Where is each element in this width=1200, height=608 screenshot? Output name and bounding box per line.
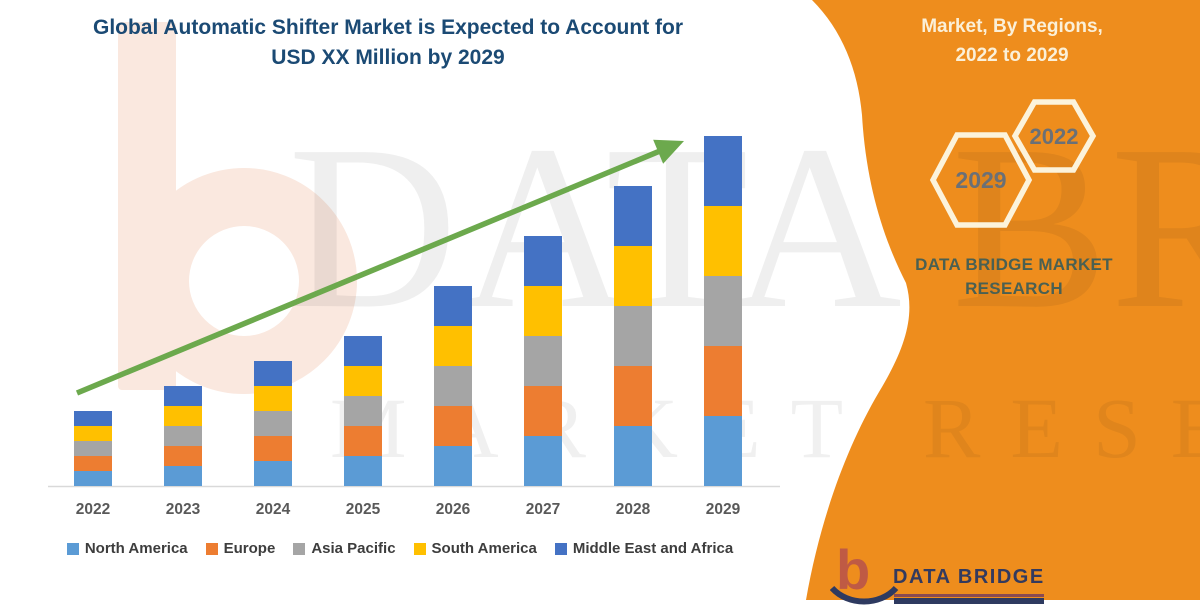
bar-segment-asia-pacific-2025 (344, 396, 382, 426)
bar-segment-europe-2022 (74, 456, 112, 471)
x-axis-label-2024: 2024 (256, 501, 291, 518)
legend-item-europe: Europe (205, 540, 276, 557)
x-axis-label-2028: 2028 (616, 501, 651, 518)
legend-swatch-icon (554, 542, 567, 555)
bar-segment-middle-east-and-africa-2028 (614, 186, 652, 246)
bar-segment-south-america-2028 (614, 246, 652, 306)
legend-item-south-america: South America (413, 540, 537, 557)
trend-arrow-shaft (75, 146, 665, 396)
footer-logo-band (894, 598, 1044, 604)
chart-legend: North America Europe Asia Pacific South Ame… (5, 540, 795, 557)
hexagon-badges: 2029 2022 (929, 99, 1097, 228)
bar-segment-asia-pacific-2026 (434, 366, 472, 406)
bar-segment-north-america-2027 (524, 436, 562, 486)
bar-segment-asia-pacific-2024 (254, 411, 292, 436)
chart-title-line2: USD XX Million by 2029 (271, 46, 505, 69)
bar-segment-south-america-2022 (74, 426, 112, 441)
bar-segment-south-america-2027 (524, 286, 562, 336)
bar-segment-asia-pacific-2029 (704, 276, 742, 346)
legend-label: South America (431, 540, 537, 557)
bar-segment-north-america-2026 (434, 446, 472, 486)
panel-heading-line2: 2022 to 2029 (955, 45, 1069, 66)
bar-segment-europe-2024 (254, 436, 292, 461)
brand-name-line1: DATA BRIDGE MARKET (915, 255, 1113, 274)
bar-segment-middle-east-and-africa-2022 (74, 411, 112, 426)
legend-swatch-icon (66, 542, 79, 555)
bar-segment-europe-2027 (524, 386, 562, 436)
bar-segment-north-america-2029 (704, 416, 742, 486)
bar-segment-south-america-2024 (254, 386, 292, 411)
bar-segment-europe-2026 (434, 406, 472, 446)
footer-logo-b-icon: b (836, 538, 871, 601)
x-axis-label-2022: 2022 (76, 501, 110, 518)
hexagon-2022-icon (1011, 99, 1097, 173)
orange-panel-shape (806, 0, 1200, 600)
bar-segment-middle-east-and-africa-2029 (704, 136, 742, 206)
footer-logo-swoosh-icon (830, 586, 899, 605)
x-axis-label-2027: 2027 (526, 501, 560, 518)
legend-swatch-icon (293, 542, 306, 555)
footer-logo-underline (894, 594, 1044, 597)
legend-item-north-america: North America (66, 540, 188, 557)
legend-label: North America (84, 540, 188, 557)
x-axis-label-2029: 2029 (706, 501, 741, 518)
hexagon-2029-label: 2029 (955, 167, 1006, 193)
chart-title-line1: Global Automatic Shifter Market is Expec… (92, 16, 684, 39)
bar-segment-south-america-2029 (704, 206, 742, 276)
bar-segment-middle-east-and-africa-2023 (164, 386, 202, 406)
hexagon-2022-label: 2022 (1030, 124, 1079, 149)
legend-item-asia-pacific: Asia Pacific (293, 540, 396, 557)
bar-segment-north-america-2022 (74, 471, 112, 486)
legend-label: Europe (223, 540, 276, 557)
bar-segment-europe-2025 (344, 426, 382, 456)
bar-segment-north-america-2024 (254, 461, 292, 486)
legend-label: Middle East and Africa (572, 540, 734, 557)
bar-segment-asia-pacific-2022 (74, 441, 112, 456)
panel-heading-line1: Market, By Regions, (921, 16, 1103, 37)
legend-item-middle-east-and-africa: Middle East and Africa (554, 540, 734, 557)
x-axis-label-2023: 2023 (166, 501, 201, 518)
x-axis-label-2025: 2025 (346, 501, 381, 518)
stacked-bar-chart: 2022 2023 2024 2025 2026 2027 2028 2029 (48, 136, 780, 518)
bar-segment-asia-pacific-2023 (164, 426, 202, 446)
bar-segment-middle-east-and-africa-2024 (254, 361, 292, 386)
bar-segment-europe-2023 (164, 446, 202, 466)
bar-segment-middle-east-and-africa-2027 (524, 236, 562, 286)
trend-arrow-head-icon (653, 139, 684, 164)
bar-segment-north-america-2023 (164, 466, 202, 486)
x-axis-label-2026: 2026 (436, 501, 471, 518)
panel-heading: Market, By Regions, 2022 to 2029 (880, 12, 1144, 70)
bar-segment-middle-east-and-africa-2026 (434, 286, 472, 326)
brand-name: DATA BRIDGE MARKET RESEARCH (888, 253, 1140, 301)
legend-swatch-icon (413, 542, 426, 555)
legend-label: Asia Pacific (311, 540, 396, 557)
footer-logo-text: DATA BRIDGE (893, 566, 1045, 588)
chart-title: Global Automatic Shifter Market is Expec… (8, 13, 768, 73)
hexagon-2029-icon (929, 132, 1033, 228)
bar-segment-north-america-2025 (344, 456, 382, 486)
bar-segment-middle-east-and-africa-2025 (344, 336, 382, 366)
bar-segment-asia-pacific-2028 (614, 306, 652, 366)
bar-segment-north-america-2028 (614, 426, 652, 486)
pink-b-watermark-icon (118, 22, 357, 394)
bar-segment-asia-pacific-2027 (524, 336, 562, 386)
bar-segment-south-america-2025 (344, 366, 382, 396)
bar-segment-south-america-2023 (164, 406, 202, 426)
footer-logo: b DATA BRIDGE (830, 542, 1166, 605)
bar-segment-europe-2028 (614, 366, 652, 426)
bar-segment-south-america-2026 (434, 326, 472, 366)
bar-segment-europe-2029 (704, 346, 742, 416)
brand-name-line2: RESEARCH (965, 279, 1063, 298)
legend-swatch-icon (205, 542, 218, 555)
